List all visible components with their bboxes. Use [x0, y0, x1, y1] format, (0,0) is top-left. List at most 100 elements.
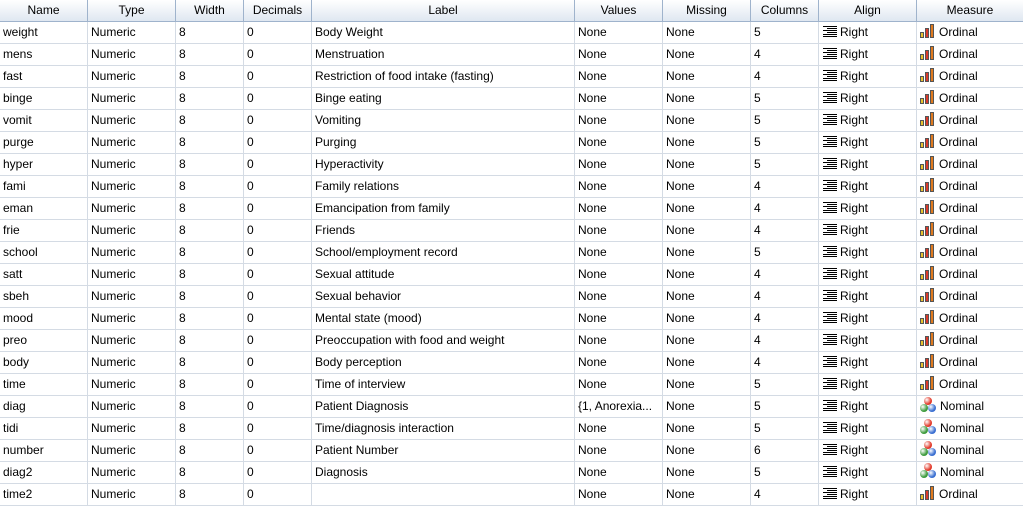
columns-cell[interactable]: 5 — [751, 154, 819, 176]
label-cell[interactable]: Mental state (mood) — [312, 308, 575, 330]
values-cell[interactable]: None — [575, 264, 663, 286]
decimals-cell[interactable]: 0 — [244, 110, 312, 132]
name-cell[interactable]: hyper — [0, 154, 88, 176]
type-cell[interactable]: Numeric — [88, 462, 176, 484]
measure-cell[interactable]: Ordinal — [917, 308, 1023, 330]
label-cell[interactable]: Family relations — [312, 176, 575, 198]
decimals-cell[interactable]: 0 — [244, 352, 312, 374]
width-cell[interactable]: 8 — [176, 242, 244, 264]
measure-cell[interactable]: Ordinal — [917, 352, 1023, 374]
missing-cell[interactable]: None — [663, 286, 751, 308]
align-cell[interactable]: Right — [819, 352, 917, 374]
label-cell[interactable]: Hyperactivity — [312, 154, 575, 176]
header-values[interactable]: Values — [575, 0, 663, 22]
measure-cell[interactable]: Nominal — [917, 418, 1023, 440]
width-cell[interactable]: 8 — [176, 396, 244, 418]
missing-cell[interactable]: None — [663, 462, 751, 484]
measure-cell[interactable]: Ordinal — [917, 110, 1023, 132]
name-cell[interactable]: weight — [0, 22, 88, 44]
missing-cell[interactable]: None — [663, 308, 751, 330]
measure-cell[interactable]: Ordinal — [917, 374, 1023, 396]
label-cell[interactable]: Emancipation from family — [312, 198, 575, 220]
label-cell[interactable]: Restriction of food intake (fasting) — [312, 66, 575, 88]
type-cell[interactable]: Numeric — [88, 484, 176, 506]
missing-cell[interactable]: None — [663, 374, 751, 396]
align-cell[interactable]: Right — [819, 418, 917, 440]
columns-cell[interactable]: 6 — [751, 440, 819, 462]
label-cell[interactable]: Patient Diagnosis — [312, 396, 575, 418]
type-cell[interactable]: Numeric — [88, 66, 176, 88]
type-cell[interactable]: Numeric — [88, 242, 176, 264]
measure-cell[interactable]: Ordinal — [917, 242, 1023, 264]
label-cell[interactable]: Time of interview — [312, 374, 575, 396]
width-cell[interactable]: 8 — [176, 308, 244, 330]
type-cell[interactable]: Numeric — [88, 176, 176, 198]
missing-cell[interactable]: None — [663, 22, 751, 44]
header-name[interactable]: Name — [0, 0, 88, 22]
header-measure[interactable]: Measure — [917, 0, 1023, 22]
decimals-cell[interactable]: 0 — [244, 198, 312, 220]
width-cell[interactable]: 8 — [176, 374, 244, 396]
align-cell[interactable]: Right — [819, 242, 917, 264]
columns-cell[interactable]: 5 — [751, 418, 819, 440]
name-cell[interactable]: preo — [0, 330, 88, 352]
label-cell[interactable]: Body Weight — [312, 22, 575, 44]
width-cell[interactable]: 8 — [176, 88, 244, 110]
missing-cell[interactable]: None — [663, 484, 751, 506]
name-cell[interactable]: time2 — [0, 484, 88, 506]
type-cell[interactable]: Numeric — [88, 308, 176, 330]
align-cell[interactable]: Right — [819, 66, 917, 88]
name-cell[interactable]: body — [0, 352, 88, 374]
label-cell[interactable]: Time/diagnosis interaction — [312, 418, 575, 440]
name-cell[interactable]: satt — [0, 264, 88, 286]
decimals-cell[interactable]: 0 — [244, 330, 312, 352]
missing-cell[interactable]: None — [663, 264, 751, 286]
missing-cell[interactable]: None — [663, 44, 751, 66]
width-cell[interactable]: 8 — [176, 264, 244, 286]
width-cell[interactable]: 8 — [176, 418, 244, 440]
missing-cell[interactable]: None — [663, 154, 751, 176]
width-cell[interactable]: 8 — [176, 330, 244, 352]
measure-cell[interactable]: Ordinal — [917, 484, 1023, 506]
columns-cell[interactable]: 5 — [751, 462, 819, 484]
label-cell[interactable]: Body perception — [312, 352, 575, 374]
width-cell[interactable]: 8 — [176, 22, 244, 44]
measure-cell[interactable]: Ordinal — [917, 198, 1023, 220]
values-cell[interactable]: None — [575, 44, 663, 66]
values-cell[interactable]: None — [575, 66, 663, 88]
name-cell[interactable]: eman — [0, 198, 88, 220]
missing-cell[interactable]: None — [663, 330, 751, 352]
measure-cell[interactable]: Nominal — [917, 396, 1023, 418]
header-width[interactable]: Width — [176, 0, 244, 22]
missing-cell[interactable]: None — [663, 396, 751, 418]
name-cell[interactable]: diag2 — [0, 462, 88, 484]
missing-cell[interactable]: None — [663, 418, 751, 440]
align-cell[interactable]: Right — [819, 220, 917, 242]
align-cell[interactable]: Right — [819, 88, 917, 110]
values-cell[interactable]: None — [575, 220, 663, 242]
missing-cell[interactable]: None — [663, 198, 751, 220]
label-cell[interactable] — [312, 484, 575, 506]
missing-cell[interactable]: None — [663, 352, 751, 374]
label-cell[interactable]: Purging — [312, 132, 575, 154]
align-cell[interactable]: Right — [819, 374, 917, 396]
width-cell[interactable]: 8 — [176, 66, 244, 88]
decimals-cell[interactable]: 0 — [244, 242, 312, 264]
measure-cell[interactable]: Ordinal — [917, 44, 1023, 66]
values-cell[interactable]: None — [575, 22, 663, 44]
header-type[interactable]: Type — [88, 0, 176, 22]
values-cell[interactable]: {1, Anorexia... — [575, 396, 663, 418]
values-cell[interactable]: None — [575, 418, 663, 440]
columns-cell[interactable]: 4 — [751, 176, 819, 198]
align-cell[interactable]: Right — [819, 22, 917, 44]
values-cell[interactable]: None — [575, 132, 663, 154]
values-cell[interactable]: None — [575, 440, 663, 462]
measure-cell[interactable]: Ordinal — [917, 330, 1023, 352]
label-cell[interactable]: School/employment record — [312, 242, 575, 264]
header-decimals[interactable]: Decimals — [244, 0, 312, 22]
columns-cell[interactable]: 5 — [751, 396, 819, 418]
name-cell[interactable]: purge — [0, 132, 88, 154]
missing-cell[interactable]: None — [663, 440, 751, 462]
decimals-cell[interactable]: 0 — [244, 176, 312, 198]
measure-cell[interactable]: Ordinal — [917, 264, 1023, 286]
